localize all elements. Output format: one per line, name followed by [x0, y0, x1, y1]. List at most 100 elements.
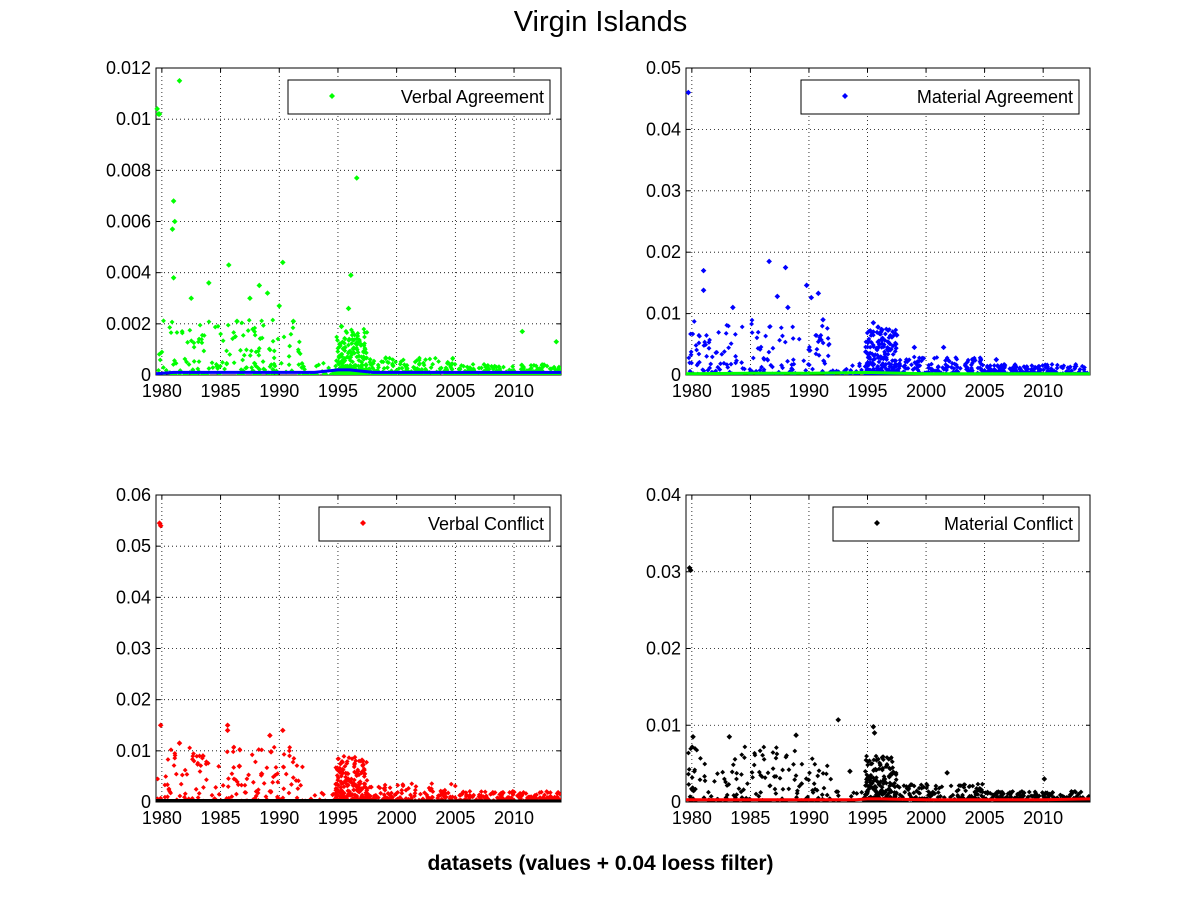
data-point — [421, 360, 426, 366]
data-point — [883, 326, 889, 332]
data-point — [708, 361, 714, 367]
data-point — [161, 318, 166, 324]
data-point — [686, 565, 693, 571]
data-point — [293, 778, 299, 783]
data-point — [182, 767, 188, 773]
data-point — [867, 758, 872, 764]
data-point — [810, 366, 815, 372]
data-point — [191, 751, 196, 757]
data-point — [328, 372, 333, 375]
data-point — [355, 333, 361, 339]
data-point — [279, 727, 286, 734]
data-point — [160, 365, 166, 370]
data-point — [944, 770, 950, 776]
data-point — [210, 365, 216, 371]
data-point — [351, 787, 357, 793]
data-point — [780, 365, 785, 371]
data-point — [556, 364, 561, 370]
data-point — [354, 336, 360, 342]
data-point — [352, 760, 358, 766]
data-point — [372, 796, 378, 802]
data-point — [408, 792, 413, 798]
data-point — [728, 361, 734, 367]
data-point — [749, 770, 755, 775]
data-point — [700, 267, 707, 274]
data-point — [167, 325, 173, 330]
data-point — [335, 372, 341, 375]
data-point — [1034, 793, 1040, 799]
data-point — [714, 349, 720, 355]
data-point — [1067, 364, 1073, 370]
data-point — [873, 799, 879, 802]
x-tick-label: 2010 — [1023, 808, 1063, 828]
data-point — [888, 333, 893, 338]
data-point — [895, 783, 900, 789]
data-point — [863, 339, 869, 345]
data-point — [296, 349, 301, 355]
data-point — [1007, 792, 1013, 798]
data-point — [993, 356, 1000, 363]
loess-filter-line — [156, 799, 561, 803]
x-tick-label: 2000 — [906, 381, 946, 401]
data-point — [696, 332, 702, 338]
data-point — [691, 319, 697, 324]
data-point — [890, 366, 896, 371]
data-point — [742, 755, 747, 761]
data-point — [349, 337, 355, 342]
data-point — [193, 786, 199, 792]
data-point — [333, 792, 339, 798]
data-point — [403, 365, 409, 371]
data-point — [889, 759, 895, 765]
data-point — [316, 362, 322, 368]
data-point — [342, 763, 348, 769]
data-point — [367, 357, 373, 362]
data-point — [1026, 789, 1032, 795]
data-point — [416, 355, 422, 361]
data-point — [767, 324, 773, 329]
data-point — [339, 361, 345, 367]
data-point — [547, 790, 553, 795]
data-point — [759, 774, 765, 780]
data-point — [791, 361, 797, 367]
data-point — [166, 787, 172, 793]
data-point — [173, 360, 179, 366]
data-point — [704, 333, 709, 338]
data-point — [168, 790, 174, 796]
data-point — [770, 345, 776, 351]
data-point — [338, 770, 344, 775]
data-point — [868, 775, 874, 780]
data-point — [905, 365, 911, 371]
data-point — [540, 795, 546, 800]
x-tick-label: 1980 — [142, 808, 182, 828]
data-point — [339, 358, 345, 364]
data-point — [887, 783, 893, 789]
data-point — [999, 362, 1004, 368]
data-point — [459, 363, 464, 368]
data-point — [198, 763, 204, 768]
data-point — [220, 783, 226, 788]
data-point — [870, 723, 877, 730]
data-point — [199, 340, 205, 346]
y-tick-label: 0.01 — [116, 741, 151, 761]
legend-box — [800, 79, 1080, 115]
data-point — [271, 348, 277, 354]
data-point — [240, 357, 246, 363]
data-point — [168, 747, 174, 753]
data-point — [882, 363, 887, 369]
data-point — [226, 776, 231, 782]
data-point — [825, 353, 831, 359]
data-point — [267, 364, 273, 370]
data-point — [224, 727, 231, 734]
data-point — [707, 365, 713, 371]
data-point — [171, 218, 178, 225]
data-point — [773, 755, 779, 761]
data-point — [824, 763, 830, 769]
data-point — [511, 789, 517, 795]
data-point — [450, 356, 456, 362]
data-point — [187, 745, 193, 751]
data-point — [252, 332, 258, 338]
data-point — [958, 783, 964, 789]
data-point — [399, 365, 405, 371]
data-point — [766, 349, 772, 355]
data-point — [276, 303, 283, 309]
